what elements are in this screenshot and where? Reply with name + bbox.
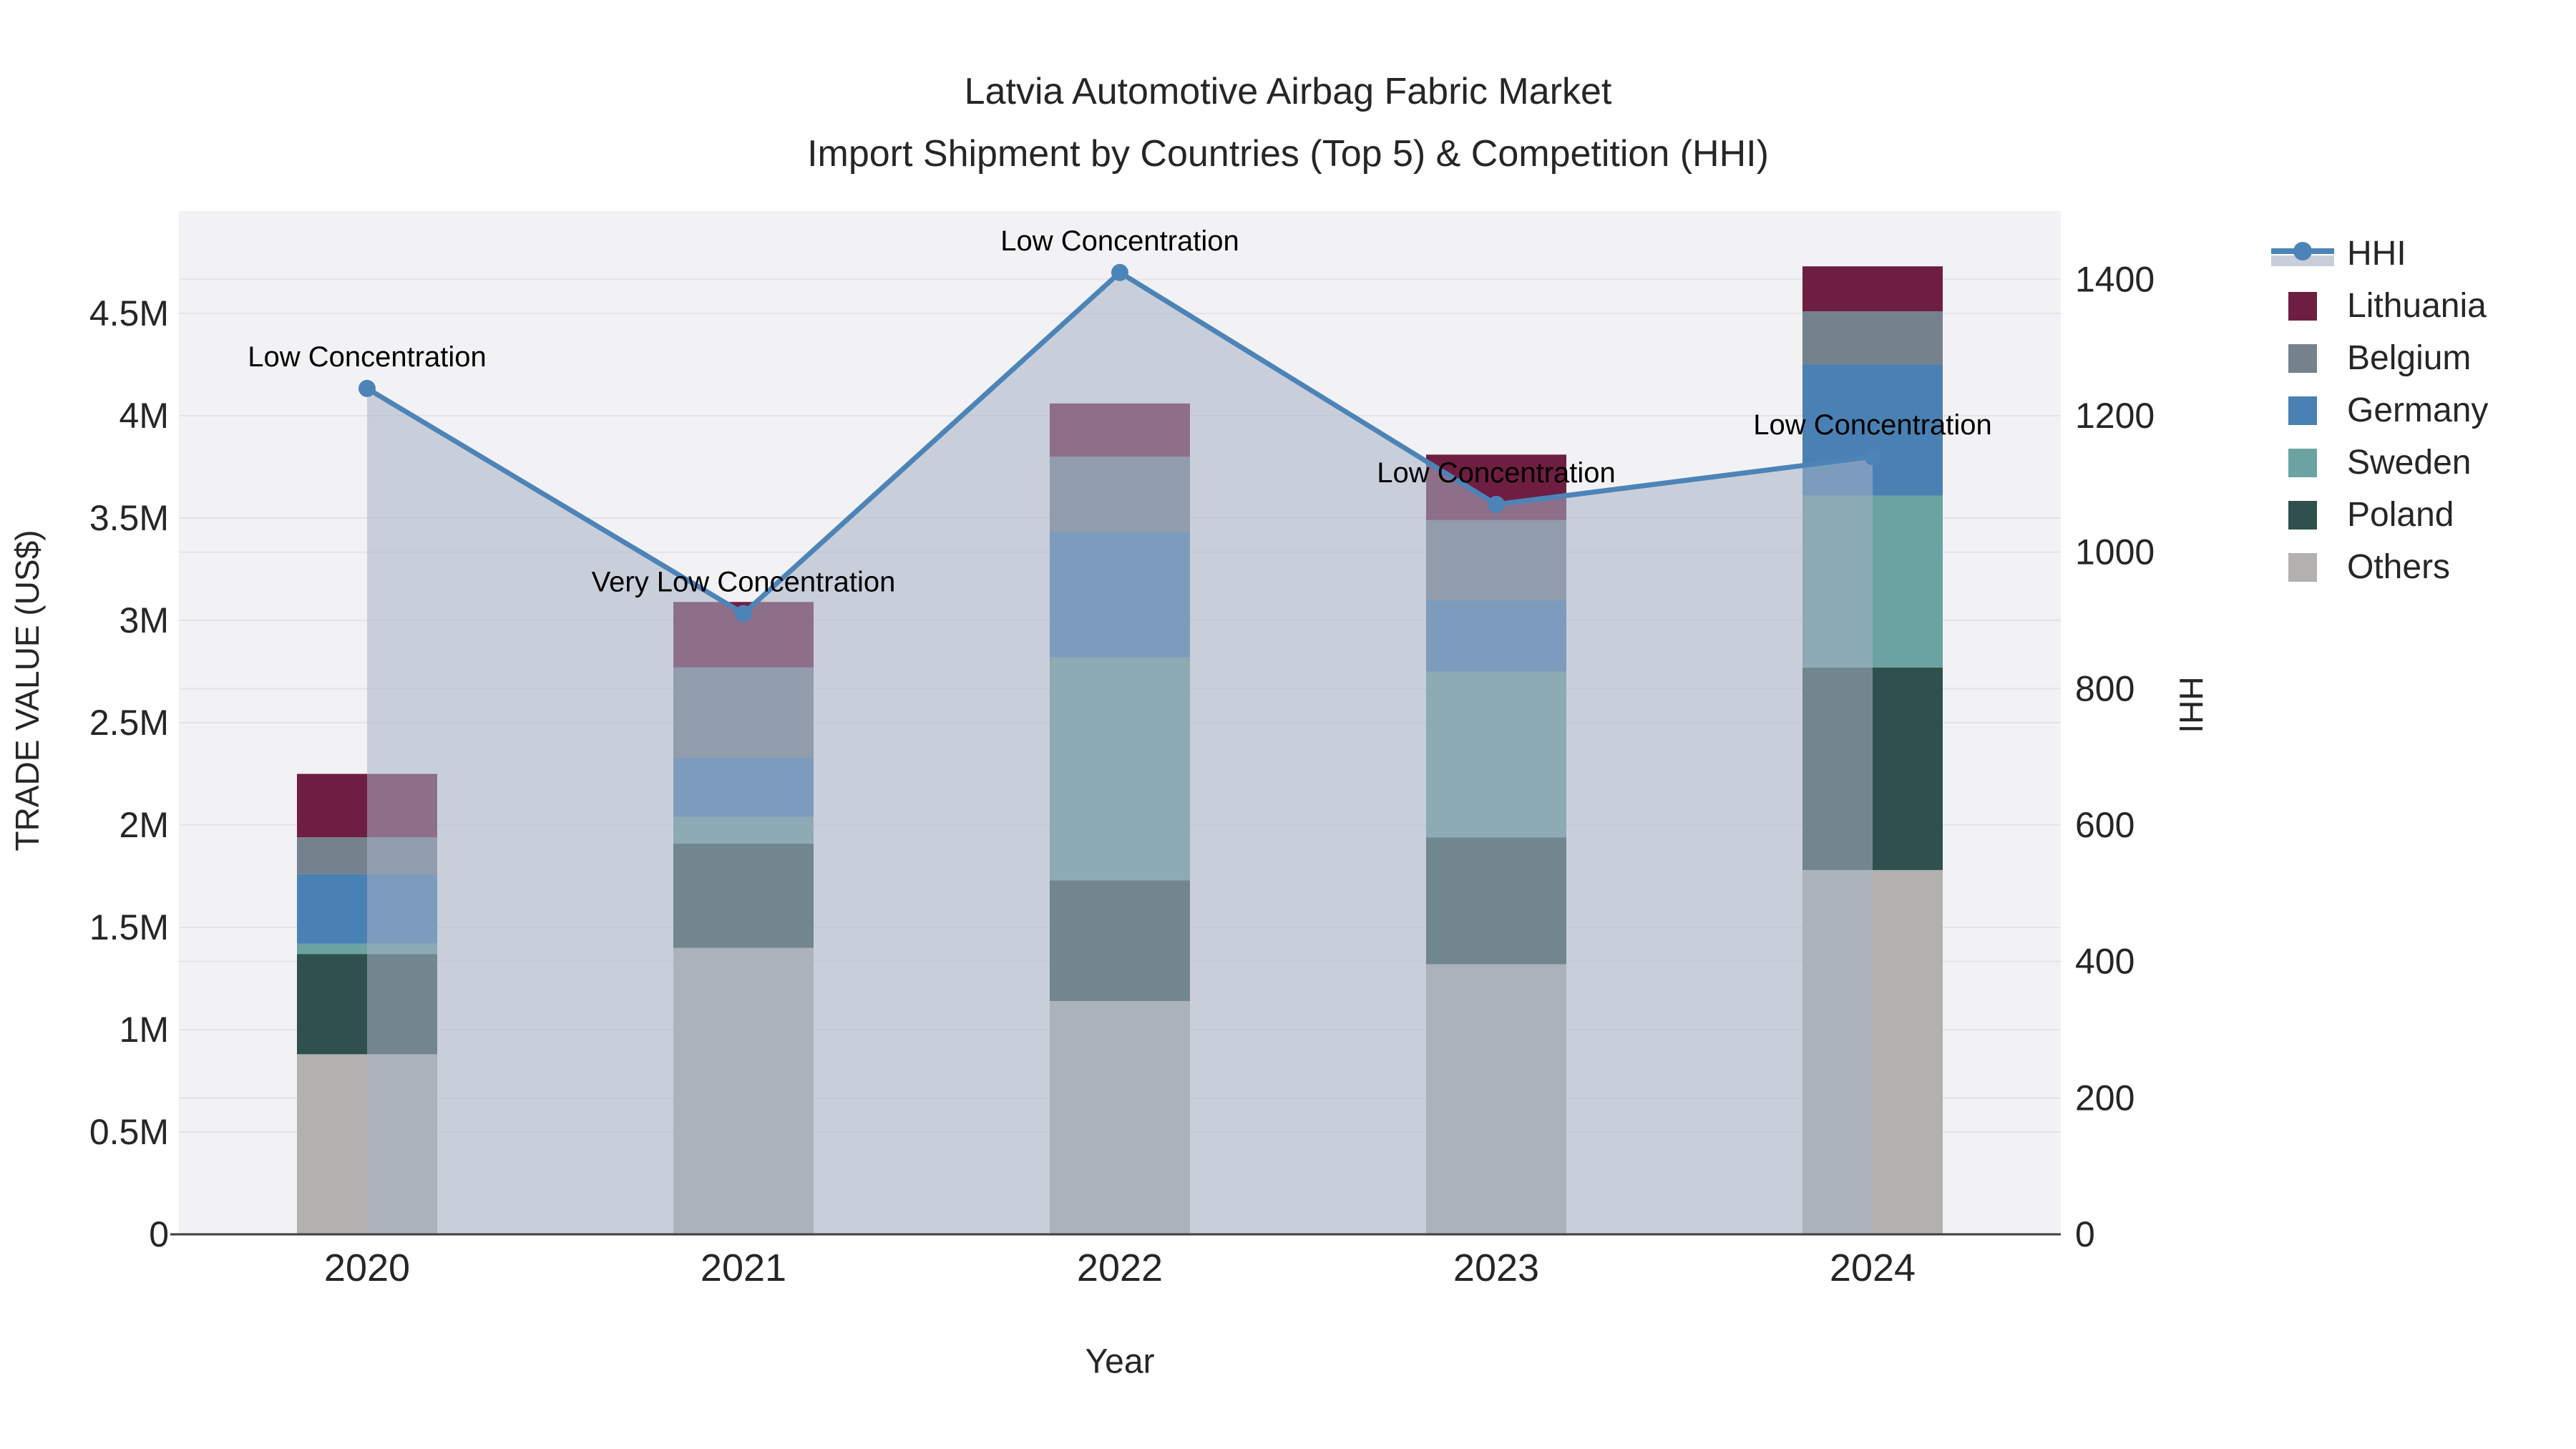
legend-item-poland[interactable]: Poland — [2270, 489, 2488, 541]
annotation-2020: Low Concentration — [248, 341, 487, 373]
chart-subtitle: Import Shipment by Countries (Top 5) & C… — [807, 133, 1769, 175]
color-swatch-icon — [2270, 500, 2336, 530]
color-swatch-icon — [2270, 552, 2336, 582]
y-tick-left: 2M — [119, 805, 169, 845]
x-tick-2020: 2020 — [324, 1246, 410, 1289]
y-tick-right: 600 — [2075, 805, 2135, 845]
annotation-2022: Low Concentration — [1000, 225, 1239, 257]
color-swatch-icon — [2270, 448, 2336, 477]
x-tick-2022: 2022 — [1077, 1246, 1163, 1289]
legend-label: Poland — [2347, 496, 2454, 534]
legend-item-others[interactable]: Others — [2270, 541, 2488, 593]
y-tick-left: 0.5M — [89, 1112, 169, 1152]
y-tick-right: 0 — [2075, 1214, 2095, 1254]
legend-item-lithuania[interactable]: Lithuania — [2270, 280, 2488, 332]
legend: HHI Lithuania Belgium Germany Sweden Pol… — [2270, 228, 2488, 593]
y-tick-right: 800 — [2075, 668, 2135, 708]
x-tick-2023: 2023 — [1453, 1246, 1539, 1289]
legend-item-belgium[interactable]: Belgium — [2270, 332, 2488, 384]
color-swatch-icon — [2270, 343, 2336, 373]
legend-item-sweden[interactable]: Sweden — [2270, 436, 2488, 489]
legend-label: Others — [2347, 548, 2451, 586]
annotation-2023: Low Concentration — [1377, 457, 1616, 489]
hhi-marker-2021[interactable] — [735, 605, 752, 623]
bar-segment-2024-belgium[interactable] — [1802, 311, 1943, 365]
hhi-marker-2023[interactable] — [1488, 495, 1505, 513]
hhi-marker-2020[interactable] — [358, 379, 376, 397]
bar-segment-2024-lithuania[interactable] — [1802, 266, 1943, 312]
legend-label: Lithuania — [2347, 287, 2487, 325]
y-tick-left: 3M — [119, 600, 169, 640]
x-tick-2024: 2024 — [1830, 1246, 1916, 1289]
y-tick-right: 400 — [2075, 942, 2135, 982]
annotation-2024: Low Concentration — [1753, 409, 1992, 441]
color-swatch-icon — [2270, 291, 2336, 321]
y-tick-right: 1400 — [2075, 259, 2155, 299]
hhi-line-swatch-icon — [2270, 238, 2336, 270]
legend-label: Sweden — [2347, 444, 2472, 482]
hhi-marker-2022[interactable] — [1111, 263, 1128, 281]
annotation-2021: Very Low Concentration — [592, 566, 896, 597]
chart-title: Latvia Automotive Airbag Fabric Market — [964, 71, 1612, 112]
y-tick-left: 3.5M — [89, 498, 169, 538]
y-tick-left: 0 — [149, 1214, 169, 1254]
legend-item-hhi[interactable]: HHI — [2270, 228, 2488, 280]
y-tick-left: 1.5M — [89, 907, 169, 947]
color-swatch-icon — [2270, 396, 2336, 425]
legend-item-germany[interactable]: Germany — [2270, 384, 2488, 436]
hhi-marker-2024[interactable] — [1864, 448, 1881, 466]
y-tick-left: 2.5M — [89, 703, 169, 743]
legend-label: Germany — [2347, 391, 2489, 429]
y-tick-right: 1200 — [2075, 396, 2155, 436]
y-tick-left: 4M — [119, 396, 169, 436]
legend-label: Belgium — [2347, 339, 2472, 377]
x-tick-2021: 2021 — [701, 1246, 786, 1289]
y-tick-left: 4.5M — [89, 293, 169, 333]
y-tick-right: 1000 — [2075, 532, 2155, 572]
y-tick-left: 1M — [119, 1010, 169, 1050]
legend-label: HHI — [2347, 235, 2406, 273]
y-tick-right: 200 — [2075, 1078, 2135, 1118]
x-axis-title: Year — [1085, 1342, 1155, 1381]
